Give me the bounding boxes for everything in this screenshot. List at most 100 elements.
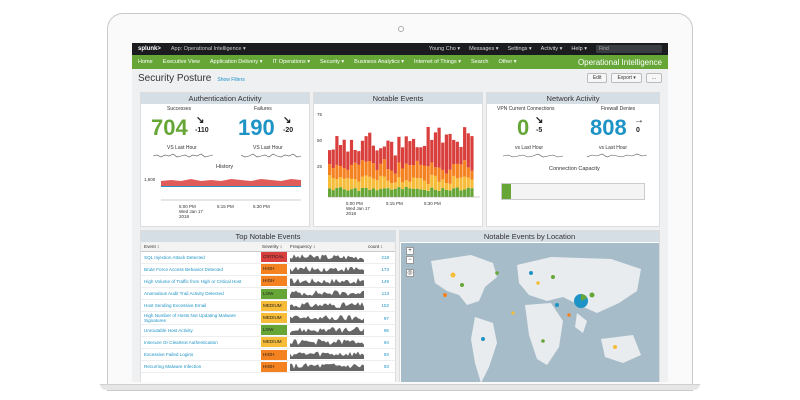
bar-low	[437, 190, 441, 197]
bar-critical	[375, 150, 379, 170]
nav-search[interactable]: Search	[471, 59, 489, 65]
bar-critical	[419, 147, 423, 165]
bar-high	[466, 167, 470, 178]
bar-critical	[408, 141, 412, 166]
nav-internet-of-things[interactable]: Internet of Things ▾	[414, 59, 461, 65]
nav-executive-view[interactable]: Executive View	[162, 59, 200, 65]
notable-events-title: Notable Events	[314, 93, 482, 104]
notable-y-tick-75: 75	[317, 112, 323, 117]
count-value[interactable]: 94	[365, 336, 395, 350]
failures-label: Failures	[254, 106, 272, 112]
table-row[interactable]: Anomalous Audit Trail Activity Detected L…	[141, 287, 395, 301]
settings-menu[interactable]: Settings ▾	[507, 46, 532, 52]
bar-medium	[357, 181, 361, 191]
bar-critical	[437, 127, 441, 168]
help-menu[interactable]: Help ▾	[571, 46, 587, 52]
nav-other[interactable]: Other ▾	[498, 59, 517, 65]
count-value[interactable]: 96	[365, 324, 395, 337]
column-frequency[interactable]: Frequency ↕	[287, 242, 365, 252]
vpn-label: VPN Current Connections	[497, 106, 555, 112]
bar-low	[353, 188, 357, 197]
event-name-link[interactable]: Host Sending Excessive Email	[141, 299, 259, 313]
edit-button[interactable]: Edit	[586, 73, 608, 83]
count-value[interactable]: 97	[365, 311, 395, 325]
table-row[interactable]: Insecure Or Cleartext Authentication MEDI…	[141, 336, 395, 350]
event-name-link[interactable]: Recurring Malware Infection	[141, 360, 259, 374]
location-markers[interactable]	[443, 271, 617, 349]
user-menu[interactable]: Young Cho ▾	[428, 46, 461, 52]
firewall-arrow-icon: →	[634, 115, 644, 126]
count-value[interactable]: 93	[365, 360, 395, 374]
event-name-link[interactable]: High Number of Hosts Not Updating Malwar…	[141, 311, 259, 325]
bar-medium	[364, 175, 368, 188]
nav-security[interactable]: Security ▾	[319, 59, 345, 65]
event-name-link[interactable]: Unroutable Host Activity	[141, 324, 259, 337]
table-row[interactable]: Host Sending Excessive Email MEDIUM 102	[141, 299, 395, 313]
bar-high	[379, 163, 383, 176]
bar-high	[448, 169, 452, 184]
bar-medium	[371, 178, 375, 189]
bar-medium	[411, 177, 416, 189]
zoom-in-button[interactable]: +	[406, 247, 414, 255]
capacity-label: Connection Capacity	[549, 166, 600, 172]
find-input[interactable]: Find	[596, 45, 662, 53]
bar-medium	[346, 178, 350, 191]
app-menu[interactable]: App: Operational Intelligence ▾	[170, 46, 246, 52]
bar-critical	[371, 145, 375, 164]
event-name-link[interactable]: Excessive Failed Logins	[141, 348, 259, 362]
bar-high	[433, 167, 438, 176]
activity-menu[interactable]: Activity ▾	[540, 46, 563, 52]
world-map[interactable]: + − ◎	[401, 243, 659, 382]
event-name-link[interactable]: Anomalous Audit Trail Activity Detected	[141, 287, 259, 301]
event-name-link[interactable]: Insecure Or Cleartext Authentication	[141, 336, 259, 350]
bar-high	[335, 164, 339, 180]
bar-medium	[338, 177, 343, 188]
column-severity[interactable]: Severity ↕	[259, 242, 287, 252]
event-name-link[interactable]: High Volume of Traffic from High or Crit…	[141, 275, 259, 289]
count-value[interactable]: 93	[365, 348, 395, 362]
nav-home[interactable]: Home	[138, 59, 153, 65]
bar-high	[444, 173, 448, 184]
events-by-location-panel: Notable Events by Location	[399, 230, 660, 382]
bar-low	[364, 187, 368, 197]
history-chart	[161, 179, 301, 201]
severity-badge: HIGH	[261, 361, 287, 372]
messages-menu[interactable]: Messages ▾	[469, 46, 499, 52]
bar-low	[335, 187, 339, 197]
count-value[interactable]: 149	[365, 275, 395, 289]
count-value[interactable]: 102	[365, 299, 395, 313]
table-row[interactable]: High Volume of Traffic from High or Crit…	[141, 275, 395, 289]
zoom-out-button[interactable]: −	[406, 256, 414, 264]
column-count[interactable]: count ↕	[365, 242, 395, 252]
export-button[interactable]: Export ▾	[611, 73, 642, 83]
table-row[interactable]: Unroutable Host Activity LOW 96	[141, 324, 395, 337]
table-row[interactable]: Excessive Failed Logins HIGH 93	[141, 348, 395, 362]
bar-low	[349, 189, 354, 197]
bar-medium	[331, 178, 335, 191]
bar-medium	[422, 180, 427, 190]
severity-badge: HIGH	[261, 349, 287, 360]
bar-medium	[455, 178, 459, 188]
table-row[interactable]: Recurring Malware Infection HIGH 93	[141, 360, 395, 374]
count-value[interactable]: 218	[365, 251, 395, 264]
column-event[interactable]: Event ↕	[141, 242, 259, 252]
table-row[interactable]: SQL Injection Attack Detected CRITICAL 218	[141, 251, 395, 264]
table-row[interactable]: Brute Force Access Behavior Detected HIGH…	[141, 263, 395, 276]
bar-low	[397, 187, 401, 197]
history-x-tick-3: 5:30 PM	[253, 204, 270, 209]
reset-view-icon[interactable]: ◎	[406, 269, 414, 277]
nav-it-operations[interactable]: IT Operations ▾	[272, 59, 310, 65]
count-value[interactable]: 173	[365, 263, 395, 276]
more-button[interactable]: ...	[645, 73, 662, 83]
show-filters-link[interactable]: Show Filters	[217, 76, 245, 83]
nav-business-analytics[interactable]: Business Analytics ▾	[354, 59, 404, 65]
event-name-link[interactable]: SQL Injection Attack Detected	[141, 251, 259, 264]
nav-application-delivery[interactable]: Application Delivery ▾	[209, 59, 263, 65]
table-row[interactable]: High Number of Hosts Not Updating Malwar…	[141, 311, 395, 325]
severity-cell: LOW	[259, 324, 287, 337]
splunk-logo[interactable]: splunk>	[138, 46, 161, 52]
bar-medium	[404, 180, 408, 188]
event-name-link[interactable]: Brute Force Access Behavior Detected	[141, 263, 259, 276]
severity-cell: MEDIUM	[259, 299, 287, 313]
count-value[interactable]: 113	[365, 287, 395, 301]
